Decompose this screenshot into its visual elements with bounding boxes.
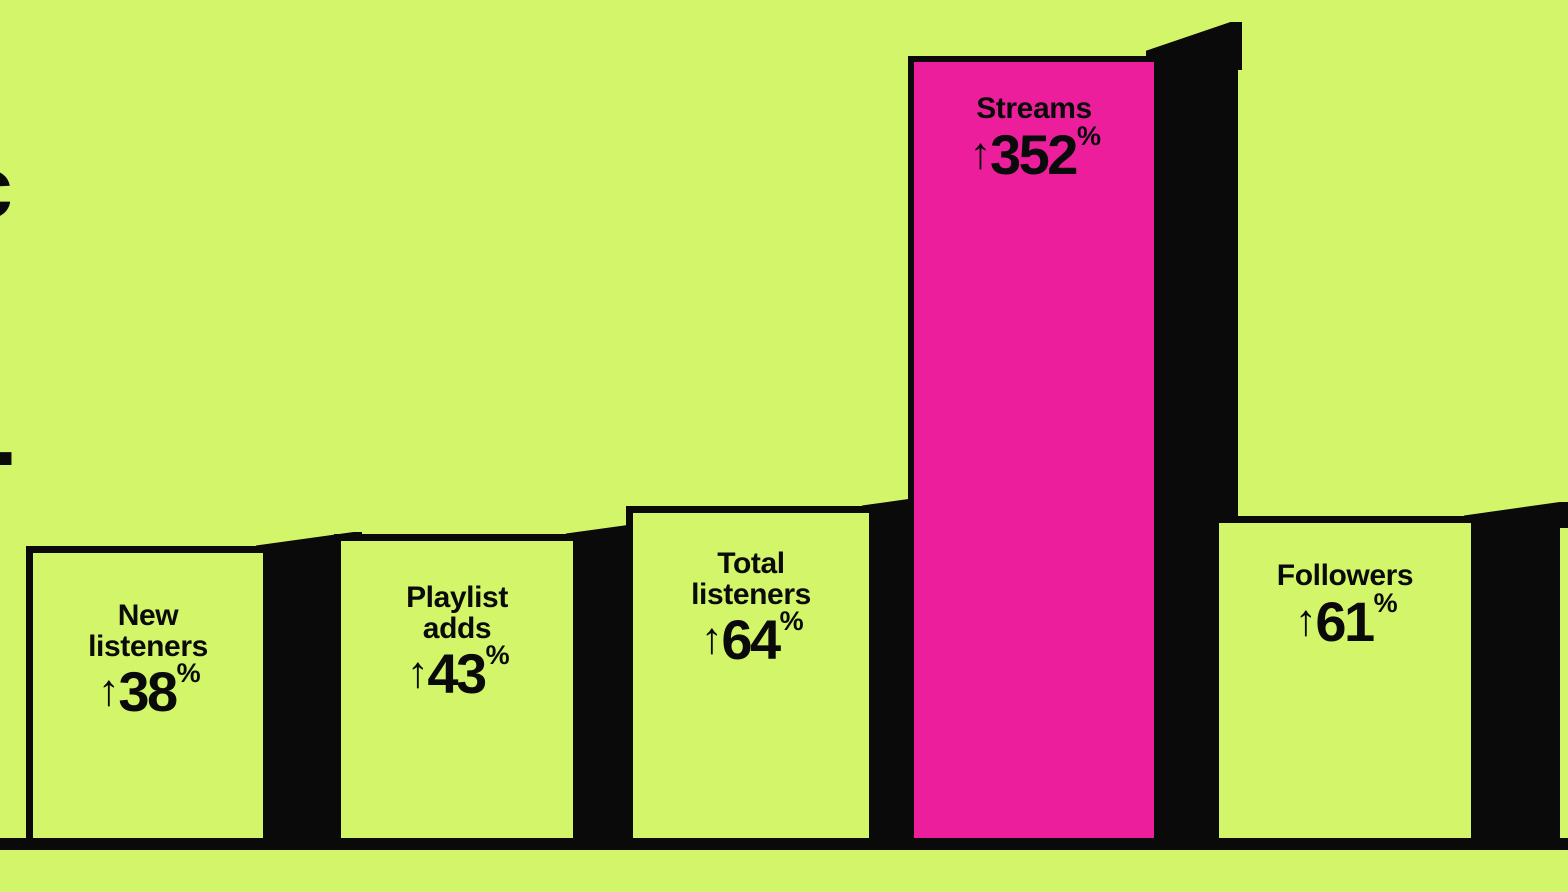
bar-label: Streams xyxy=(976,92,1092,125)
bar-label: New listeners xyxy=(88,599,208,663)
bar-label-line-2: adds xyxy=(422,611,492,645)
bar-value-number: 38 xyxy=(118,660,178,724)
bar-label-line-2: listeners xyxy=(88,629,208,663)
chart-baseline xyxy=(0,838,1568,850)
bar-label: Total listeners xyxy=(691,547,811,611)
bar-front-face: Playlist adds ↑ 43 % xyxy=(334,534,580,846)
bar-value-number: 43 xyxy=(427,642,487,706)
bar-value: ↑ 43 % xyxy=(406,642,510,706)
up-arrow-icon: ↑ xyxy=(1294,595,1317,645)
bar-label: Playlist adds xyxy=(406,581,508,645)
bar-value: ↑ 64 % xyxy=(700,608,804,672)
bar-front-face: Total listeners ↑ 64 % xyxy=(626,506,876,846)
bar-label: Followers xyxy=(1276,559,1414,592)
bar-value-number: 352 xyxy=(990,122,1078,186)
page-title-line-2: o. xyxy=(0,393,28,479)
bar-front-face: Followers ↑ 61 % xyxy=(1212,516,1478,846)
bar-label-line-2: listeners xyxy=(691,577,811,611)
bar-value-unit: % xyxy=(176,658,201,689)
up-arrow-icon: ↑ xyxy=(97,666,120,716)
up-arrow-icon: ↑ xyxy=(406,648,429,698)
bar-label-line-1: New xyxy=(117,599,179,632)
bar-value-number: 61 xyxy=(1315,589,1375,653)
bar-front-face: Streams ↑ 352 % xyxy=(908,56,1160,846)
page-title: ic o. xyxy=(0,0,28,642)
bar-value-unit: % xyxy=(1076,120,1101,151)
up-arrow-icon: ↑ xyxy=(700,614,723,664)
bar-top-cap xyxy=(1464,502,1568,528)
bar-value-unit: % xyxy=(779,606,804,637)
bar-side-face xyxy=(1470,522,1560,846)
bar-value-unit: % xyxy=(1373,587,1398,618)
bar-front-face: New listeners ↑ 38 % xyxy=(26,546,270,846)
bar-label-line-1: Total xyxy=(717,547,785,580)
up-arrow-icon: ↑ xyxy=(969,128,992,178)
bar-value-number: 64 xyxy=(721,608,781,672)
bar-label-line-1: Streams xyxy=(976,92,1092,125)
bar-value: ↑ 38 % xyxy=(97,660,201,724)
bar-value-unit: % xyxy=(485,640,510,671)
bar-top-cap xyxy=(1146,22,1242,70)
bar-label-line-1: Followers xyxy=(1276,559,1414,592)
page-title-line-1: ic xyxy=(0,145,28,231)
bar-value: ↑ 352 % xyxy=(969,122,1101,186)
bar-value: ↑ 61 % xyxy=(1294,589,1398,653)
bar-label-line-1: Playlist xyxy=(406,581,508,614)
